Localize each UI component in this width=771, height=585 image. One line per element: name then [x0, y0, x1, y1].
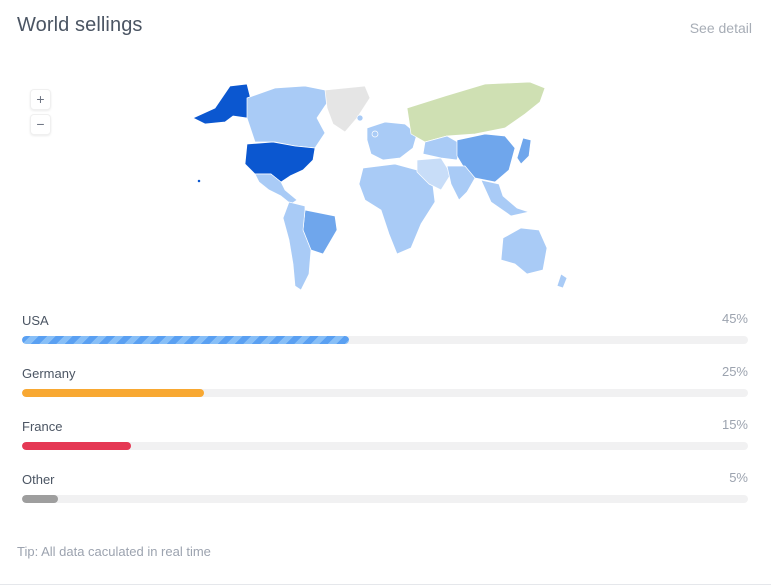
country-label: France	[22, 419, 63, 434]
percent-label: 15%	[721, 417, 748, 432]
progress-fill	[22, 495, 59, 503]
progress-track	[22, 389, 748, 397]
map-region-japan[interactable]	[516, 137, 532, 165]
map-region-india[interactable]	[446, 165, 476, 201]
map-region-canada[interactable]	[246, 85, 336, 149]
map-region-uk[interactable]	[371, 130, 379, 138]
map-region-south-america[interactable]	[282, 201, 312, 291]
progress-fill	[22, 336, 349, 344]
percent-label: 5%	[729, 470, 748, 485]
map-region-southeast-asia[interactable]	[480, 179, 530, 217]
progress-track	[22, 336, 748, 344]
map-region-new-zealand[interactable]	[556, 273, 568, 289]
progress-track	[22, 442, 748, 450]
progress-track	[22, 495, 748, 503]
tip-text: Tip: All data caculated in real time	[17, 544, 211, 559]
map-region-hawaii[interactable]	[197, 179, 201, 183]
percent-label: 45%	[721, 311, 748, 326]
country-label: USA	[22, 313, 49, 328]
progress-fill	[22, 442, 131, 450]
country-label: Other	[22, 472, 55, 487]
card-title: World sellings	[17, 14, 143, 36]
map-region-mexico[interactable]	[254, 173, 298, 205]
map-region-greenland[interactable]	[324, 85, 371, 133]
map-region-china[interactable]	[456, 133, 516, 183]
map-region-usa[interactable]	[244, 141, 316, 183]
country-label: Germany	[22, 366, 76, 381]
zoom-out-button[interactable]: −	[30, 114, 51, 135]
map-region-iceland[interactable]	[356, 114, 364, 122]
map-region-russia[interactable]	[406, 81, 546, 143]
see-detail-link[interactable]: See detail	[689, 20, 752, 36]
world-map[interactable]	[185, 78, 585, 293]
map-region-australia[interactable]	[500, 227, 548, 275]
percent-label: 25%	[721, 364, 748, 379]
map-region-alaska[interactable]	[192, 83, 254, 125]
map-region-central-asia[interactable]	[422, 135, 462, 161]
zoom-in-button[interactable]: +	[30, 89, 51, 110]
map-region-europe[interactable]	[366, 121, 418, 161]
progress-fill	[22, 389, 204, 397]
